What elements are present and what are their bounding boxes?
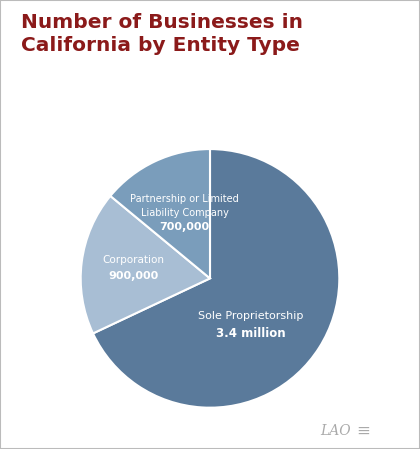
Text: Corporation: Corporation [102,255,164,264]
Text: Sole Proprietorship: Sole Proprietorship [198,312,303,321]
Text: LAO: LAO [321,424,351,438]
Text: 3.4 million: 3.4 million [216,327,286,340]
Wedge shape [93,149,339,408]
Text: Number of Businesses in
California by Entity Type: Number of Businesses in California by En… [21,13,303,55]
Wedge shape [110,149,210,278]
Text: 700,000: 700,000 [160,222,210,232]
Text: ≡: ≡ [356,423,370,440]
Text: Partnership or Limited: Partnership or Limited [130,194,239,204]
Wedge shape [81,196,210,334]
Text: 900,000: 900,000 [108,271,158,282]
Text: Liability Company: Liability Company [141,208,228,218]
